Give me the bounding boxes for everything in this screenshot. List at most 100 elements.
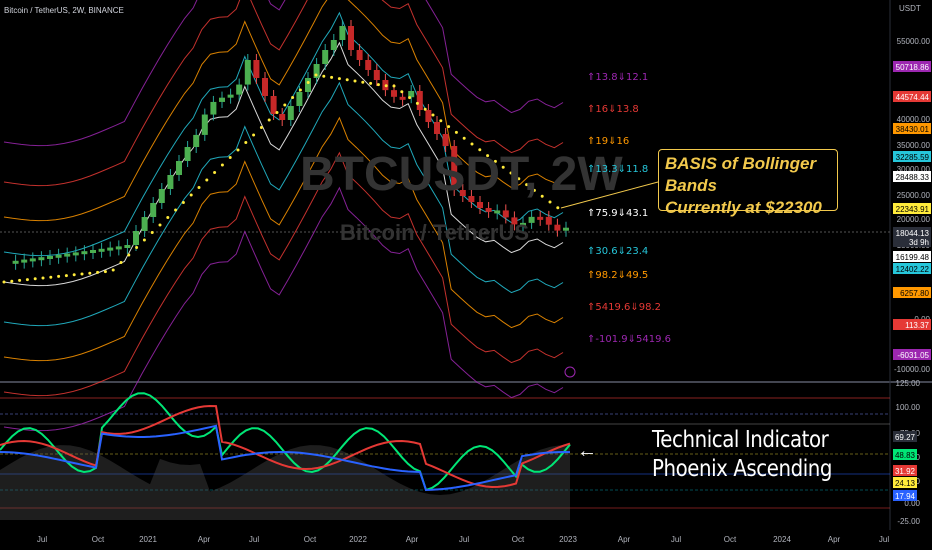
candle [150,203,157,217]
basis-dot [509,171,513,175]
basis-dot [345,78,349,82]
callout-pointer [560,181,659,209]
price-tick: -10000.00 [894,365,931,374]
candle [442,134,449,146]
candle [227,94,234,98]
basis-dot [423,107,427,111]
candle [322,50,329,64]
basis-dot [548,200,552,204]
basis-dot [41,276,45,280]
basis-dot [135,246,139,249]
basis-dot [57,274,61,278]
osc-histogram [0,445,570,520]
candle [81,251,88,255]
svg-text:44574.44: 44574.44 [896,93,930,102]
time-tick: 2024 [773,535,791,544]
time-tick: Oct [512,535,525,544]
candle [494,210,501,214]
basis-dot [501,165,505,169]
time-tick: Jul [879,535,889,544]
time-tick: Apr [618,535,631,544]
basis-dot [540,194,544,198]
candle [468,196,475,202]
candle [64,253,71,257]
time-tick: Apr [198,535,211,544]
basis-dot [228,156,232,159]
time-tick: Apr [828,535,841,544]
svg-text:6257.80: 6257.80 [900,289,929,298]
basis-dot [298,88,302,92]
basis-dot [275,111,279,114]
basis-dot [49,275,53,279]
basis-dot [384,84,388,88]
candle [107,247,114,251]
time-tick: Oct [92,535,105,544]
price-tick: 25000.00 [897,191,931,200]
svg-text:17.94: 17.94 [895,492,916,501]
candle [141,217,148,231]
price-tag: 12402.22 [893,263,931,274]
bollinger-band [3,0,564,147]
candle [485,208,492,212]
osc-slow-line [0,424,571,492]
basis-dot [415,101,419,105]
osc-tag: 17.94 [893,490,917,501]
bollinger-band [3,0,564,187]
candle [176,161,182,175]
basis-dot [174,208,178,212]
time-tick: 2023 [559,535,577,544]
callout-line-2: Currently at $22300 [665,198,822,217]
band-label: ⇑75.9⇓43.1 [587,208,649,219]
basis-dot [236,148,240,152]
osc-tick: -25.00 [897,517,920,526]
basis-dot [33,277,37,281]
indicator-caption-line-2: Phoenix Ascending [652,456,833,482]
candle [158,189,165,203]
candle [459,190,466,196]
basis-dot [462,136,466,140]
candle [219,97,225,102]
basis-dot [392,84,396,88]
candle [244,60,251,85]
candle [348,26,354,50]
basis-dot [259,126,263,129]
bollinger-band [3,0,564,222]
replay-icon[interactable] [564,366,576,378]
price-tag: 18044.13 [893,227,931,238]
candle [262,78,268,96]
basis-dot [478,148,482,152]
candle [287,106,294,120]
candle [193,134,200,147]
basis-dot [18,278,22,282]
basis-dot [127,253,131,257]
candle [554,224,561,231]
candle [520,222,526,226]
bollinger-band [3,186,564,432]
basis-callout: BASIS of Bollinger Bands Currently at $2… [658,149,838,217]
basis-dot [205,178,209,182]
basis-dot [556,206,560,210]
bollinger-band [3,116,564,362]
svg-text:18044.13: 18044.13 [896,229,930,238]
osc-tag: 24.13 [893,477,917,488]
candle [210,101,217,115]
svg-text:12402.22: 12402.22 [896,265,930,274]
time-tick: Jul [671,535,681,544]
basis-dot [439,119,443,123]
left-arrow-icon: ← [577,440,597,462]
osc-tick: 100.00 [896,403,921,412]
basis-dot [330,75,334,79]
candle [373,70,380,80]
candle [356,50,363,60]
basis-dot [2,280,6,284]
candle [339,26,346,40]
price-tag: 50718.86 [893,61,931,72]
basis-dot [525,183,529,187]
basis-dot [314,73,318,77]
price-tag: 6257.80 [893,287,931,298]
time-tick: Jul [459,535,469,544]
candle [133,231,139,245]
basis-dot [88,271,92,275]
basis-dot [158,223,162,227]
basis-dot [10,279,14,283]
